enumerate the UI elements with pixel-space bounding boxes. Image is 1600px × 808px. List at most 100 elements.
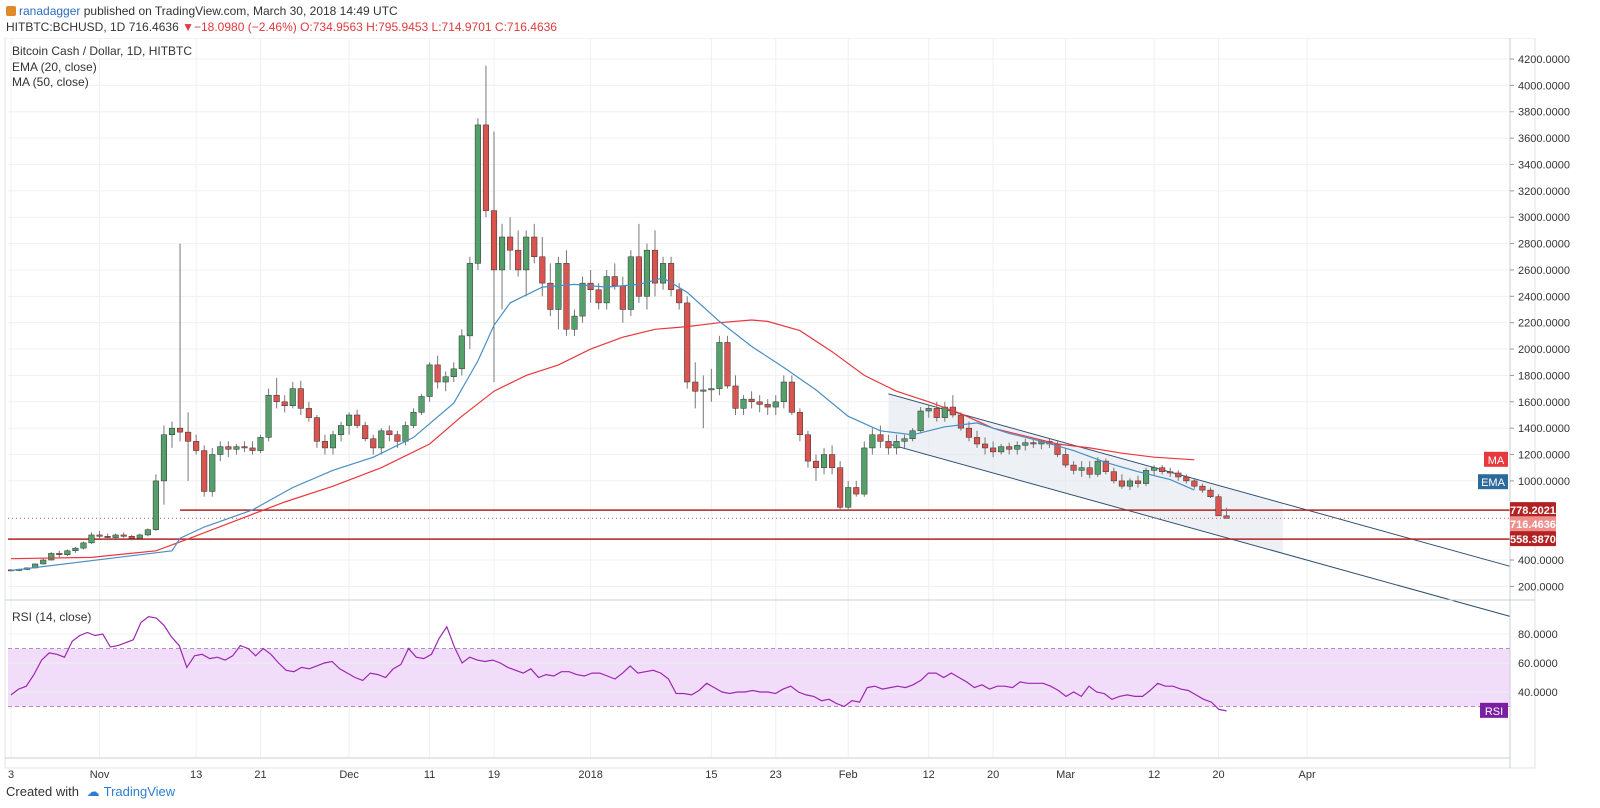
publisher-line: ranadagger published on TradingView.com,…	[6, 4, 398, 18]
candle-body	[442, 376, 449, 383]
candle-body	[651, 249, 659, 284]
candle-body	[1215, 496, 1222, 517]
rsi-tag: RSI	[1485, 706, 1503, 718]
candle-body	[853, 487, 860, 495]
y-tick-label: 2000.0000	[1518, 344, 1570, 356]
candle-body	[523, 236, 530, 271]
candle-body	[474, 124, 481, 264]
axes: 4200.00004000.00003800.00003600.00003400…	[5, 38, 1570, 781]
candle-body	[1167, 471, 1174, 474]
candle-body	[1022, 442, 1029, 446]
candle-body	[941, 406, 948, 418]
candle-body	[700, 389, 707, 392]
candle-body	[748, 398, 755, 403]
candle-body	[627, 256, 634, 310]
x-tick-label: 21	[254, 769, 266, 781]
channel-upper-line	[888, 393, 1511, 567]
candle-body	[901, 438, 908, 442]
candle-body	[40, 559, 47, 565]
candle-body	[466, 263, 473, 337]
candle-body	[88, 534, 95, 544]
candle-body	[563, 263, 570, 330]
author-link[interactable]: ranadagger	[19, 4, 81, 18]
x-tick-label: 20	[1212, 769, 1224, 781]
candle-body	[982, 443, 989, 449]
y-tick-label: 1000.0000	[1518, 476, 1570, 488]
rsi-legend: RSI (14, close)	[12, 610, 91, 624]
rsi-line	[10, 615, 1227, 712]
candle-body	[1086, 467, 1093, 475]
candle-body	[829, 454, 836, 468]
candle-body	[160, 434, 167, 482]
candle-body	[619, 285, 626, 310]
candle-body	[64, 550, 71, 555]
support-levels	[8, 509, 1510, 540]
chart-frame	[4, 38, 1536, 769]
created-with-text: Created with	[6, 784, 79, 799]
candle-body	[152, 480, 159, 530]
channel-lower-line	[888, 443, 1511, 617]
candle-body	[917, 410, 924, 432]
ma-tag: MA	[1488, 455, 1505, 467]
candle-body	[965, 427, 973, 438]
candle-body	[861, 447, 868, 495]
candle-body	[925, 408, 932, 412]
x-tick-label: Feb	[839, 769, 858, 781]
candle-body	[676, 289, 683, 304]
candle-body	[177, 427, 184, 433]
symbol-label: HITBTC:BCHUSD, 1D	[6, 20, 126, 34]
candle-body	[354, 414, 361, 426]
candle-body	[1199, 485, 1206, 491]
candle-body	[571, 315, 578, 330]
rsi-tick-label: 60.0000	[1518, 658, 1558, 670]
candle-body	[796, 412, 803, 436]
rsi-tick-label: 80.0000	[1518, 629, 1558, 641]
level-label-lower-box	[1510, 531, 1556, 547]
price-chart[interactable]: 80.0000 60.0000 40.0000 4200.0000 4000.0000…	[0, 38, 1600, 808]
candle-body	[136, 534, 143, 539]
y-tick-label: 1600.0000	[1518, 397, 1570, 409]
y-tick-label: 2800.0000	[1518, 239, 1570, 251]
candle-body	[96, 534, 103, 537]
candle-body	[933, 408, 940, 418]
candle-body	[1110, 471, 1117, 482]
last-price: 716.4636	[128, 20, 179, 34]
candle-body	[104, 536, 111, 538]
tradingview-brand[interactable]: TradingView	[103, 784, 176, 799]
price-badges: 778.2021 716.4636 558.3870 MA EMA RSI	[1478, 451, 1556, 718]
candle-body	[1175, 472, 1182, 478]
candle-body	[434, 364, 441, 383]
moving-averages	[10, 277, 1195, 572]
ma-50-line	[10, 319, 1195, 560]
candle-body	[362, 425, 369, 439]
candle-body	[394, 434, 401, 442]
candle-body	[249, 447, 256, 451]
candle-body	[209, 454, 216, 492]
candle-body	[257, 437, 264, 451]
x-tick-label: Mar	[1056, 769, 1075, 781]
candle-body	[490, 210, 498, 271]
candle-body	[482, 124, 489, 211]
y-tick-label: 200.0000	[1518, 581, 1564, 593]
candle-body	[1159, 467, 1166, 472]
x-tick-label: 23	[770, 769, 782, 781]
candle-body	[346, 414, 353, 426]
y-tick-label: 3400.0000	[1518, 159, 1570, 171]
candle-body	[144, 529, 151, 536]
y-tick-label: 4000.0000	[1518, 80, 1570, 92]
candle-body	[128, 536, 135, 539]
candle-body	[273, 394, 280, 403]
y-tick-label: 2200.0000	[1518, 318, 1570, 330]
candle-body	[450, 368, 457, 377]
candle-body	[1118, 480, 1125, 487]
level-label-upper-box	[1510, 502, 1556, 518]
quote-line: HITBTC:BCHUSD, 1D 716.4636 ▼−18.0980 (−2…	[6, 20, 557, 34]
candle-body	[313, 417, 320, 442]
y-tick-label: 3000.0000	[1518, 212, 1570, 224]
candle-body	[724, 342, 731, 387]
candle-body	[780, 381, 787, 403]
candle-body	[426, 364, 433, 397]
candle-body	[531, 236, 538, 258]
x-tick-label: Apr	[1298, 769, 1315, 781]
candle-body	[265, 394, 272, 438]
